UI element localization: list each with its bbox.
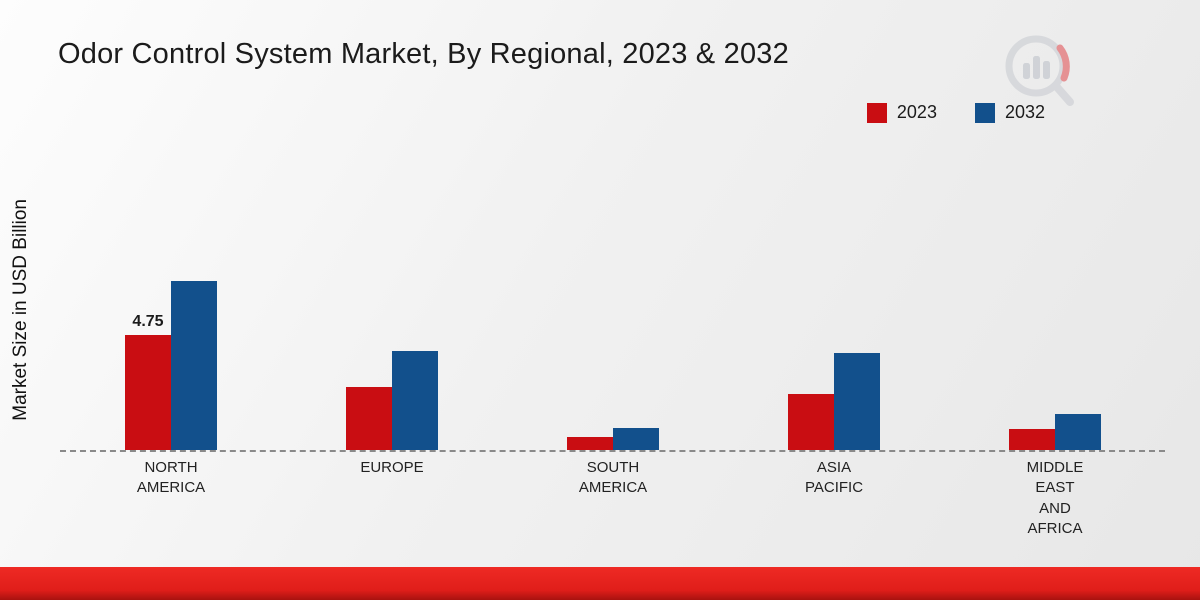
category-label-asia-pacific: ASIA PACIFIC	[804, 459, 864, 497]
legend-item-2032: 2032	[974, 102, 1045, 123]
bar-2023-north-america	[125, 335, 171, 450]
bar-group-europe	[346, 351, 438, 450]
magnifier-chart-icon	[1005, 35, 1074, 106]
footer-band	[0, 567, 1200, 600]
bar-group-asia-pacific	[788, 353, 880, 450]
bar-group-south-america	[567, 428, 659, 450]
category-label-middle-east-and-africa: MIDDLE EAST AND AFRICA	[1026, 459, 1084, 537]
bar-2023-europe	[346, 387, 392, 450]
chart-title: Odor Control System Market, By Regional,…	[58, 38, 789, 70]
legend-item-2023: 2023	[866, 102, 937, 123]
legend-label-2032: 2032	[1004, 102, 1045, 122]
bar-2032-europe	[392, 351, 438, 450]
bar-2023-middle-east-and-africa	[1009, 429, 1055, 450]
y-axis-label-wrap: Market Size in USD Billion	[6, 150, 36, 470]
x-axis-baseline	[60, 450, 1165, 452]
category-label-north-america: NORTH AMERICA	[136, 459, 206, 497]
category-label-south-america: SOUTH AMERICA	[578, 459, 648, 497]
legend: 2023 2032	[866, 102, 1045, 123]
bar-group-middle-east-and-africa	[1009, 414, 1101, 450]
legend-swatch-2032	[974, 102, 995, 123]
value-label-north-america: 4.75	[132, 313, 164, 330]
bar-2032-north-america	[171, 281, 217, 450]
brand-logo-watermark	[1000, 30, 1082, 117]
legend-swatch-2023	[866, 102, 887, 123]
bar-2023-asia-pacific	[788, 394, 834, 450]
bar-2032-asia-pacific	[834, 353, 880, 450]
bar-2023-south-america	[567, 437, 613, 450]
bar-2032-middle-east-and-africa	[1055, 414, 1101, 450]
bar-group-north-america: 4.75	[125, 281, 217, 450]
bar-2032-south-america	[613, 428, 659, 450]
y-axis-label: Market Size in USD Billion	[10, 199, 31, 421]
category-label-europe: EUROPE	[360, 459, 424, 476]
legend-label-2023: 2023	[896, 102, 937, 122]
